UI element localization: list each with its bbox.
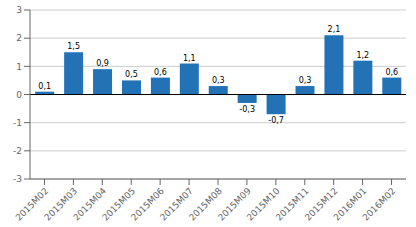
svg-text:2015M11: 2015M11 (273, 185, 311, 223)
svg-text:2,1: 2,1 (328, 25, 341, 34)
svg-text:2015M04: 2015M04 (71, 185, 109, 223)
svg-text:2015M06: 2015M06 (129, 185, 167, 223)
svg-text:1,2: 1,2 (356, 51, 369, 60)
svg-text:2015M07: 2015M07 (158, 185, 195, 223)
svg-text:2015M05: 2015M05 (100, 185, 138, 223)
svg-text:0,5: 0,5 (125, 70, 138, 79)
svg-text:2015M09: 2015M09 (216, 185, 253, 223)
svg-text:2015M08: 2015M08 (187, 185, 224, 223)
svg-text:0,3: 0,3 (299, 76, 312, 85)
svg-text:0: 0 (16, 90, 22, 100)
svg-text:3: 3 (16, 5, 22, 15)
svg-text:2: 2 (16, 33, 22, 43)
svg-text:2015M12: 2015M12 (302, 185, 340, 223)
svg-text:0,9: 0,9 (96, 59, 109, 68)
svg-text:-0,7: -0,7 (268, 116, 284, 125)
svg-text:2016M02: 2016M02 (361, 186, 398, 223)
svg-text:-3: -3 (13, 174, 22, 184)
svg-text:0,1: 0,1 (38, 82, 51, 91)
svg-text:-1: -1 (13, 118, 22, 128)
svg-text:2015M10: 2015M10 (244, 185, 282, 223)
svg-text:-0,3: -0,3 (239, 105, 255, 114)
svg-text:-2: -2 (13, 146, 22, 156)
svg-text:2016M01: 2016M01 (331, 185, 369, 223)
svg-text:1,5: 1,5 (67, 42, 80, 51)
svg-text:0,6: 0,6 (385, 68, 398, 77)
svg-text:0,3: 0,3 (212, 76, 225, 85)
svg-text:1,1: 1,1 (183, 54, 196, 63)
svg-text:1: 1 (16, 62, 22, 72)
svg-text:2015M02: 2015M02 (13, 185, 51, 223)
svg-text:0,6: 0,6 (154, 68, 167, 77)
svg-text:2015M03: 2015M03 (42, 185, 80, 223)
